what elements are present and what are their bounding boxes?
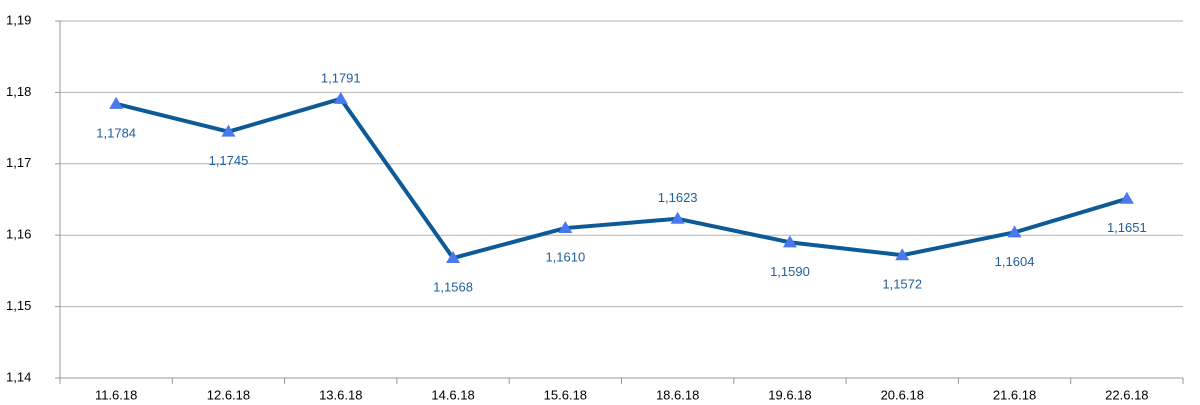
marker (1119, 191, 1134, 204)
marker (670, 211, 685, 224)
x-tick-label: 19.6.18 (768, 387, 811, 402)
x-tick-label: 21.6.18 (993, 387, 1036, 402)
x-tick-label: 15.6.18 (544, 387, 587, 402)
y-tick-label: 1,19 (6, 12, 31, 27)
x-tick-label: 11.6.18 (95, 387, 137, 402)
y-tick-label: 1,17 (6, 155, 31, 170)
x-tick-label: 12.6.18 (207, 387, 250, 402)
marker (895, 248, 910, 261)
marker (333, 91, 348, 104)
y-tick-label: 1,15 (6, 298, 31, 313)
marker (782, 235, 797, 248)
value-label: 1,1572 (882, 277, 922, 292)
marker (558, 221, 573, 234)
marker (446, 251, 461, 264)
marker (109, 96, 124, 109)
value-label: 1,1623 (658, 190, 698, 205)
x-tick-label: 22.6.18 (1105, 387, 1148, 402)
series-line (115, 96, 1128, 261)
x-tick-label: 20.6.18 (881, 387, 924, 402)
value-label: 1,1791 (321, 70, 361, 85)
value-label: 1,1568 (433, 279, 473, 294)
y-tick-label: 1,18 (6, 84, 31, 99)
value-label: 1,1784 (96, 125, 136, 140)
marker (221, 124, 236, 137)
value-label: 1,1610 (545, 249, 585, 264)
value-label: 1,1651 (1107, 220, 1147, 235)
x-tick-label: 13.6.18 (319, 387, 362, 402)
marker (1007, 225, 1022, 238)
x-tick-label: 14.6.18 (431, 387, 474, 402)
value-label: 1,1604 (995, 254, 1035, 269)
y-tick-label: 1,16 (6, 227, 31, 242)
value-label: 1,1745 (209, 153, 249, 168)
y-tick-label: 1,14 (6, 369, 31, 384)
x-tick-label: 18.6.18 (656, 387, 699, 402)
value-label: 1,1590 (770, 264, 810, 279)
